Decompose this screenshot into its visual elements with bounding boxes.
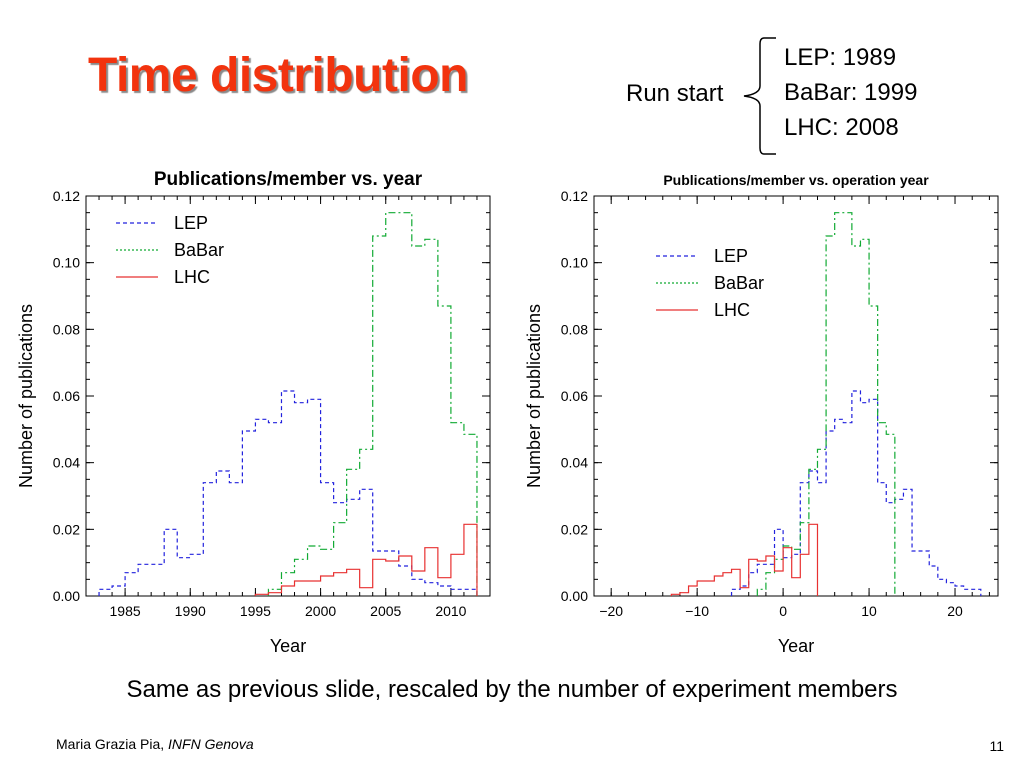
series-lep-histogram [98,390,478,596]
x-tick-label: 0 [779,603,787,619]
y-tick-label: 0.10 [53,255,80,271]
x-tick-label: 10 [861,603,877,619]
legend-label-babar: BaBar [174,240,224,260]
x-tick-label: 2010 [435,603,466,619]
y-tick-label: 0.12 [561,188,588,204]
y-tick-label: 0.02 [561,521,588,537]
x-tick-label: 1995 [240,603,271,619]
legend-label-lep: LEP [714,246,748,266]
chart-title: Publications/member vs. operation year [663,172,929,188]
run-start-list: LEP: 1989 BaBar: 1999 LHC: 2008 [784,40,917,145]
chart-title: Publications/member vs. year [154,169,423,190]
x-axis-label: Year [778,636,814,656]
series-babar-histogram [267,212,478,596]
run-start-lep: LEP: 1989 [784,44,897,71]
legend-label-lhc: LHC [714,300,750,320]
legend-label-babar: BaBar [714,273,764,293]
y-tick-label: 0.06 [561,388,588,404]
series-lhc-histogram [670,523,819,596]
x-tick-label: 1990 [175,603,206,619]
page-number: 11 [989,738,1004,754]
x-tick-label: 2005 [370,603,401,619]
plot-frame [85,195,491,597]
y-tick-label: 0.08 [561,321,588,337]
y-tick-label: 0.04 [53,455,80,471]
legend-label-lep: LEP [174,213,208,233]
x-tick-label: −10 [685,603,709,619]
x-tick-label: 1985 [110,603,141,619]
author-affiliation: INFN Genova [168,736,254,752]
y-tick-label: 0.10 [561,255,588,271]
footer-author: Maria Grazia Pia, INFN Genova [56,736,254,752]
chart-svg-left: Publications/member vs. year 0.00 0.02 0.04… [16,169,491,656]
curly-brace [743,37,776,155]
series-lep-histogram [730,390,982,596]
y-tick-label: 0.12 [53,188,80,204]
x-tick-label: 20 [947,603,963,619]
slide-caption: Same as previous slide, rescaled by the … [126,676,898,703]
x-tick-label: −20 [599,603,623,619]
y-tick-label: 0.04 [561,455,588,471]
y-tick-label: 0.00 [53,588,80,604]
chart-svg-right: Publications/member vs. operation year 0.… [524,172,999,656]
y-tick-label: 0.02 [53,521,80,537]
series-lhc-histogram [254,523,478,596]
author-name: Maria Grazia Pia, [56,736,165,752]
y-tick-label: 0.06 [53,388,80,404]
run-start-babar: BaBar: 1999 [784,79,918,106]
chart-publications-vs-operation-year: Publications/member vs. operation year 0.… [518,160,1018,675]
y-tick-label: 0.08 [53,321,80,337]
slide-title: Time distribution [88,49,468,102]
x-axis-label: Year [270,636,306,656]
series-babar-histogram [756,212,896,596]
chart-publications-vs-year: Publications/member vs. year 0.00 0.02 0.04… [10,160,510,675]
run-start-label: Run start [626,80,724,107]
y-tick-label: 0.00 [561,588,588,604]
legend-label-lhc: LHC [174,267,210,287]
y-axis-label: Number of publications [524,304,544,488]
y-axis-label: Number of publications [16,304,36,488]
run-start-lhc: LHC: 2008 [784,114,899,141]
plot-frame [593,195,999,597]
x-tick-label: 2000 [305,603,336,619]
